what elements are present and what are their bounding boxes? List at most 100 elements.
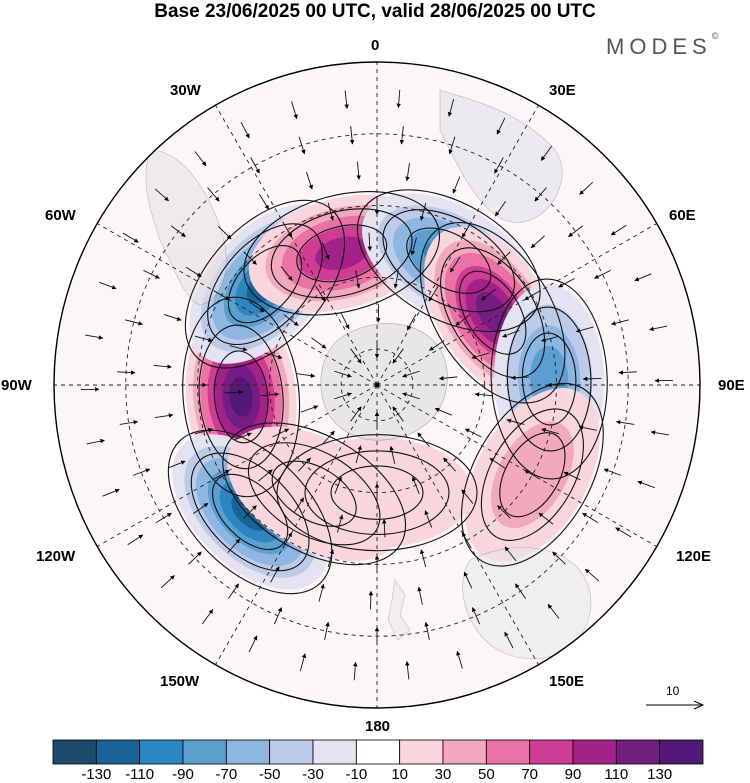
- colorbar-segment: [182, 739, 227, 765]
- colorbar-tick-label: 10: [391, 766, 408, 783]
- wind-arrow: [248, 301, 265, 313]
- colorbar-segment: [572, 739, 617, 765]
- wind-arrow: [594, 269, 611, 279]
- wind-arrow: [424, 621, 430, 640]
- wind-arrow: [428, 285, 439, 302]
- wind-arrow: [327, 202, 335, 221]
- colorbar-segment: [529, 739, 574, 765]
- wind-arrow: [321, 430, 335, 445]
- wind-arrow: [461, 489, 474, 504]
- wind-arrow: [207, 187, 220, 202]
- wind-arrow: [540, 145, 553, 161]
- lon-label-30e: 30E: [549, 82, 576, 99]
- wind-arrow: [356, 161, 361, 180]
- wind-arrow: [229, 345, 248, 352]
- wind-arrow: [270, 566, 280, 583]
- colorbar-tick-label: 90: [564, 766, 582, 783]
- wind-arrow: [417, 586, 423, 605]
- landmass-africa: [439, 89, 563, 223]
- wind-arrow: [353, 661, 358, 681]
- wind-arrow: [396, 89, 401, 109]
- anomaly-fill-layer: [172, 193, 605, 590]
- polar-map: [53, 61, 701, 709]
- wind-arrow: [481, 288, 496, 301]
- wind-arrow: [315, 285, 326, 302]
- wind-arrow: [188, 551, 202, 565]
- wind-arrow: [299, 653, 307, 672]
- wind-arrow: [510, 375, 530, 380]
- streamline-loop: [490, 278, 608, 480]
- wind-arrow: [456, 650, 463, 669]
- wind-arrow: [154, 413, 174, 418]
- colorbar-tick-label: 50: [477, 766, 495, 783]
- wind-arrow: [349, 126, 355, 145]
- colorbar-tick-label: -10: [345, 766, 368, 783]
- lon-label-150w: 150W: [160, 673, 200, 690]
- wind-arrow: [579, 181, 594, 195]
- wind-arrow: [434, 407, 453, 416]
- colorbar-tick-label: -90: [172, 766, 194, 783]
- wind-arrow: [185, 266, 202, 278]
- wind-arrow: [496, 117, 506, 135]
- wind-arrow: [324, 621, 330, 640]
- streamline: [440, 247, 546, 379]
- colorbar: [52, 739, 704, 765]
- colorbar-segment: [52, 739, 97, 765]
- colorbar-segment: [225, 739, 271, 765]
- wind-arrow: [99, 281, 117, 290]
- wind-arrow: [300, 405, 319, 413]
- streamline: [490, 278, 608, 480]
- wind-arrow: [296, 373, 316, 378]
- colorbar-tick-label: 110: [604, 766, 629, 783]
- wind-arrow: [634, 273, 652, 282]
- wind-arrow: [153, 364, 172, 369]
- wind-arrow: [575, 326, 594, 333]
- wind-arrow: [258, 469, 273, 482]
- wind-arrow: [447, 98, 455, 117]
- wind-arrow: [291, 101, 298, 120]
- streamline: [243, 191, 441, 316]
- anomaly-contour: [315, 236, 369, 270]
- wind-arrow: [649, 325, 668, 332]
- wind-arrow: [393, 270, 399, 289]
- colorbar-tick-label: -110: [125, 766, 155, 783]
- wind-arrow: [311, 337, 327, 349]
- copyright-mark: ©: [711, 31, 719, 41]
- lon-label-120w: 120W: [36, 548, 76, 565]
- meridian-line: [97, 384, 378, 547]
- wind-arrow: [428, 340, 445, 351]
- streamline: [211, 473, 289, 551]
- wind-arrow: [558, 278, 575, 288]
- wind-arrow: [227, 538, 241, 553]
- wind-arrow: [154, 188, 169, 202]
- wind-arrow: [452, 176, 461, 194]
- graticule-layer: [54, 62, 700, 708]
- wind-arrow: [455, 314, 471, 326]
- wind-arrow: [472, 607, 481, 625]
- wind-arrow: [102, 488, 120, 497]
- wind-arrow: [163, 314, 182, 321]
- lon-label-180: 180: [365, 718, 391, 735]
- wind-arrow: [471, 352, 490, 360]
- colorbar-tick-label: -30: [302, 766, 324, 783]
- wind-arrow: [201, 609, 214, 625]
- wind-arrow: [506, 418, 525, 425]
- wind-arrow: [406, 314, 417, 331]
- meridian-line: [376, 105, 539, 386]
- wind-arrow: [504, 631, 514, 649]
- wind-arrow: [541, 427, 560, 435]
- colorbar-segment: [615, 739, 661, 765]
- wind-arrow: [419, 202, 427, 221]
- wind-arrow: [355, 445, 362, 464]
- wind-arrow: [306, 171, 313, 190]
- colorbar-segment: [95, 739, 141, 765]
- wind-arrow: [530, 235, 545, 249]
- wind-arrow: [504, 546, 517, 562]
- wind-arrow: [350, 406, 362, 422]
- wind-arrow: [615, 420, 635, 425]
- wind-arrow: [264, 352, 283, 360]
- wind-arrow: [417, 432, 430, 447]
- brand-logo: MODES©: [606, 31, 719, 60]
- map-title: Base 23/06/2025 00 UTC, valid 28/06/2025…: [154, 1, 596, 22]
- wind-arrow: [124, 319, 143, 326]
